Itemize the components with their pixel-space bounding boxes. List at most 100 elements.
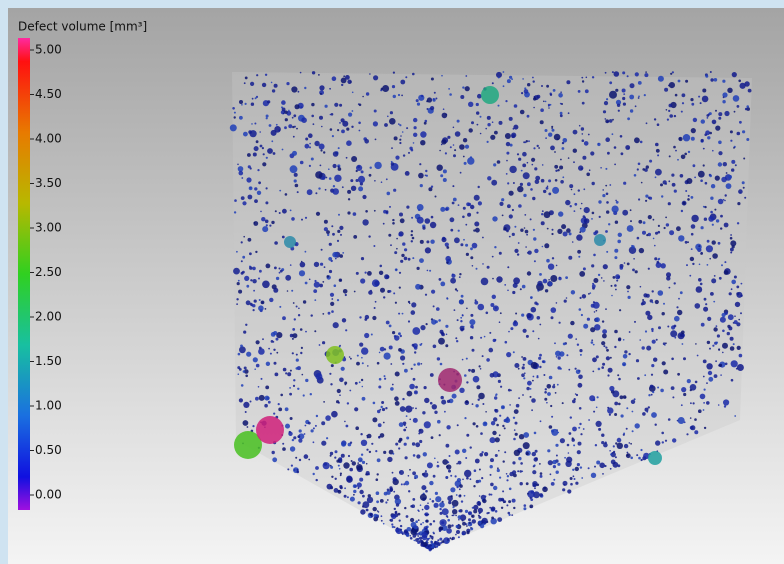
defect (462, 216, 465, 219)
defect (538, 338, 540, 340)
defect (394, 136, 398, 140)
defect (470, 325, 474, 329)
defect (260, 145, 263, 148)
defect (413, 133, 417, 137)
defect (557, 366, 560, 369)
defect (707, 341, 710, 344)
defect (594, 466, 596, 468)
defect (607, 121, 609, 123)
defect (383, 296, 385, 298)
defect (506, 142, 510, 146)
defect (384, 123, 388, 127)
defect (399, 213, 403, 217)
defect (512, 470, 516, 474)
defect (282, 236, 285, 239)
defect (422, 227, 425, 230)
defect (252, 267, 256, 271)
defect (334, 103, 338, 107)
defect (724, 223, 729, 228)
defect (329, 243, 332, 246)
defect (255, 251, 257, 253)
defect (248, 195, 253, 200)
defect (698, 278, 702, 282)
defect (538, 147, 540, 149)
defect (508, 500, 511, 503)
defect (578, 442, 582, 446)
defect (492, 82, 494, 84)
defect (412, 73, 415, 76)
defect (316, 479, 318, 481)
defect (551, 307, 557, 313)
defect (361, 454, 363, 456)
defect (633, 258, 635, 260)
defect (342, 318, 346, 322)
defect (406, 415, 408, 417)
defect (331, 411, 338, 418)
defect (678, 137, 682, 141)
defect (609, 386, 614, 391)
defect (507, 290, 509, 292)
defect (523, 432, 529, 438)
defect (362, 362, 364, 364)
defect (509, 404, 511, 406)
defect (642, 412, 646, 416)
defect (458, 204, 460, 206)
defect (521, 170, 523, 172)
defect (551, 233, 553, 235)
defect (303, 300, 306, 303)
defect (573, 475, 575, 477)
defect (462, 86, 464, 88)
defect (486, 358, 490, 362)
defect (473, 376, 480, 383)
defect (509, 166, 516, 173)
defect (524, 214, 526, 216)
defect (737, 202, 740, 205)
defect (463, 138, 467, 142)
defect (271, 340, 274, 343)
defect (530, 396, 532, 398)
defect (681, 387, 686, 392)
defect (454, 309, 456, 311)
defect (515, 433, 518, 436)
defect (378, 436, 381, 439)
defect (548, 460, 553, 465)
defect (368, 235, 370, 237)
defect (241, 196, 245, 200)
defect (433, 99, 436, 102)
defect (610, 468, 612, 470)
defect (407, 391, 413, 397)
defect (534, 457, 538, 461)
defect (614, 330, 618, 334)
defect (362, 495, 365, 498)
defect (522, 285, 526, 289)
defect (299, 459, 301, 461)
defect (714, 275, 716, 277)
defect (651, 364, 654, 367)
defect (574, 193, 576, 195)
defect (403, 154, 405, 156)
defect (602, 189, 604, 191)
defect (642, 299, 644, 301)
defect (399, 422, 404, 427)
defect (712, 120, 717, 125)
defect (552, 187, 559, 194)
defect (292, 333, 297, 338)
defect (292, 151, 297, 156)
defect (701, 226, 704, 229)
defect (579, 407, 582, 410)
defect (464, 470, 471, 477)
defect (242, 256, 245, 259)
defect (518, 204, 522, 208)
defect (511, 133, 516, 138)
defect (730, 237, 733, 240)
defect (712, 224, 714, 226)
defect (400, 355, 405, 360)
defect (623, 395, 627, 399)
defect (261, 217, 265, 221)
defect (469, 522, 471, 524)
defect (730, 252, 732, 254)
defect (424, 505, 429, 510)
defect (506, 352, 511, 357)
defect (346, 128, 349, 131)
defect (417, 103, 420, 106)
